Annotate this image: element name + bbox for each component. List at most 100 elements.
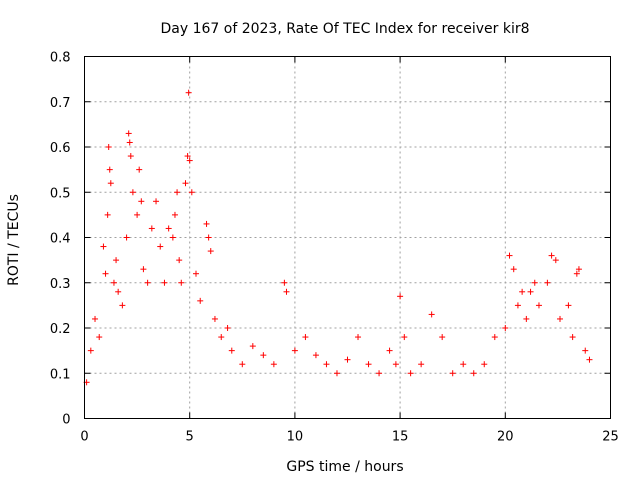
data-point — [510, 266, 517, 273]
data-point — [355, 334, 362, 341]
data-point — [218, 334, 225, 341]
data-point — [401, 334, 408, 341]
data-point — [140, 266, 147, 273]
data-point — [312, 352, 319, 359]
data-points — [83, 89, 593, 386]
x-tick-label: 20 — [497, 430, 514, 445]
data-point — [228, 347, 235, 354]
data-point — [333, 370, 340, 377]
data-point — [129, 189, 136, 196]
data-point — [302, 334, 309, 341]
x-tick-label: 0 — [80, 430, 88, 445]
data-point — [157, 243, 164, 250]
y-tick-label: 0.1 — [50, 367, 71, 382]
y-tick-label: 0.8 — [50, 51, 71, 66]
data-point — [491, 334, 498, 341]
data-point — [481, 361, 488, 368]
data-point — [161, 279, 168, 286]
x-tick-label: 25 — [602, 430, 619, 445]
y-axis-label: ROTI / TECUs — [6, 194, 22, 286]
data-point — [569, 334, 576, 341]
x-tick-label: 5 — [186, 430, 194, 445]
data-point — [460, 361, 467, 368]
data-point — [552, 257, 559, 264]
data-point — [113, 257, 120, 264]
chart-title: Day 167 of 2023, Rate Of TEC Index for r… — [160, 21, 529, 37]
data-point — [527, 288, 534, 295]
y-tick-label: 0.6 — [50, 141, 71, 156]
data-point — [323, 361, 330, 368]
data-point — [203, 220, 210, 227]
data-point — [270, 361, 277, 368]
data-point — [110, 279, 117, 286]
data-point — [169, 234, 176, 241]
data-point — [104, 211, 111, 218]
data-point — [249, 343, 256, 350]
data-point — [582, 347, 589, 354]
data-point — [127, 153, 134, 160]
data-point — [260, 352, 267, 359]
data-point — [376, 370, 383, 377]
data-point — [126, 139, 133, 146]
data-point — [470, 370, 477, 377]
data-point — [365, 361, 372, 368]
x-tick-label: 15 — [392, 430, 409, 445]
y-tick-labels: 0 0.1 0.2 0.3 0.4 0.5 0.6 0.7 0.8 — [50, 51, 71, 428]
data-point — [176, 257, 183, 264]
data-point — [178, 279, 185, 286]
data-point — [207, 248, 214, 255]
data-point — [573, 270, 580, 277]
data-point — [87, 347, 94, 354]
data-point — [575, 266, 582, 273]
data-point — [392, 361, 399, 368]
y-tick-label: 0.4 — [50, 232, 71, 247]
data-point — [148, 225, 155, 232]
data-point — [186, 157, 193, 164]
grid-lines — [84, 56, 611, 419]
data-point — [386, 347, 393, 354]
data-point — [449, 370, 456, 377]
data-point — [153, 198, 160, 205]
data-point — [144, 279, 151, 286]
data-point — [224, 325, 231, 331]
plot-frame — [84, 56, 611, 419]
data-point — [100, 243, 107, 250]
data-point — [514, 302, 521, 309]
data-point — [136, 166, 143, 173]
y-tick-label: 0.7 — [50, 96, 71, 111]
data-point — [565, 302, 572, 309]
data-point — [96, 334, 103, 341]
x-tick-labels: 0 5 10 15 20 25 — [80, 430, 618, 445]
data-point — [586, 356, 593, 363]
data-point — [211, 315, 218, 322]
data-point — [439, 334, 446, 341]
data-point — [519, 288, 526, 295]
data-point — [283, 288, 290, 295]
data-point — [239, 361, 246, 368]
data-point — [407, 370, 414, 377]
data-point — [397, 293, 404, 300]
y-tick-label: 0.2 — [50, 322, 71, 337]
data-point — [506, 252, 513, 259]
data-point — [171, 211, 178, 218]
x-axis-label: GPS time / hours — [286, 459, 403, 475]
data-point — [165, 225, 172, 232]
data-point — [134, 211, 141, 218]
data-point — [557, 315, 564, 322]
data-point — [123, 234, 130, 241]
data-point — [138, 198, 145, 205]
data-point — [197, 297, 204, 304]
y-tick-label: 0.5 — [50, 186, 71, 201]
data-point — [115, 288, 122, 295]
data-point — [92, 315, 99, 322]
data-point — [182, 180, 189, 187]
data-point — [418, 361, 425, 368]
data-point — [105, 144, 112, 150]
x-tick-label: 10 — [287, 430, 304, 445]
data-point — [125, 130, 132, 137]
data-point — [102, 270, 109, 277]
data-point — [523, 315, 530, 322]
data-point — [193, 270, 200, 277]
data-point — [548, 252, 555, 259]
